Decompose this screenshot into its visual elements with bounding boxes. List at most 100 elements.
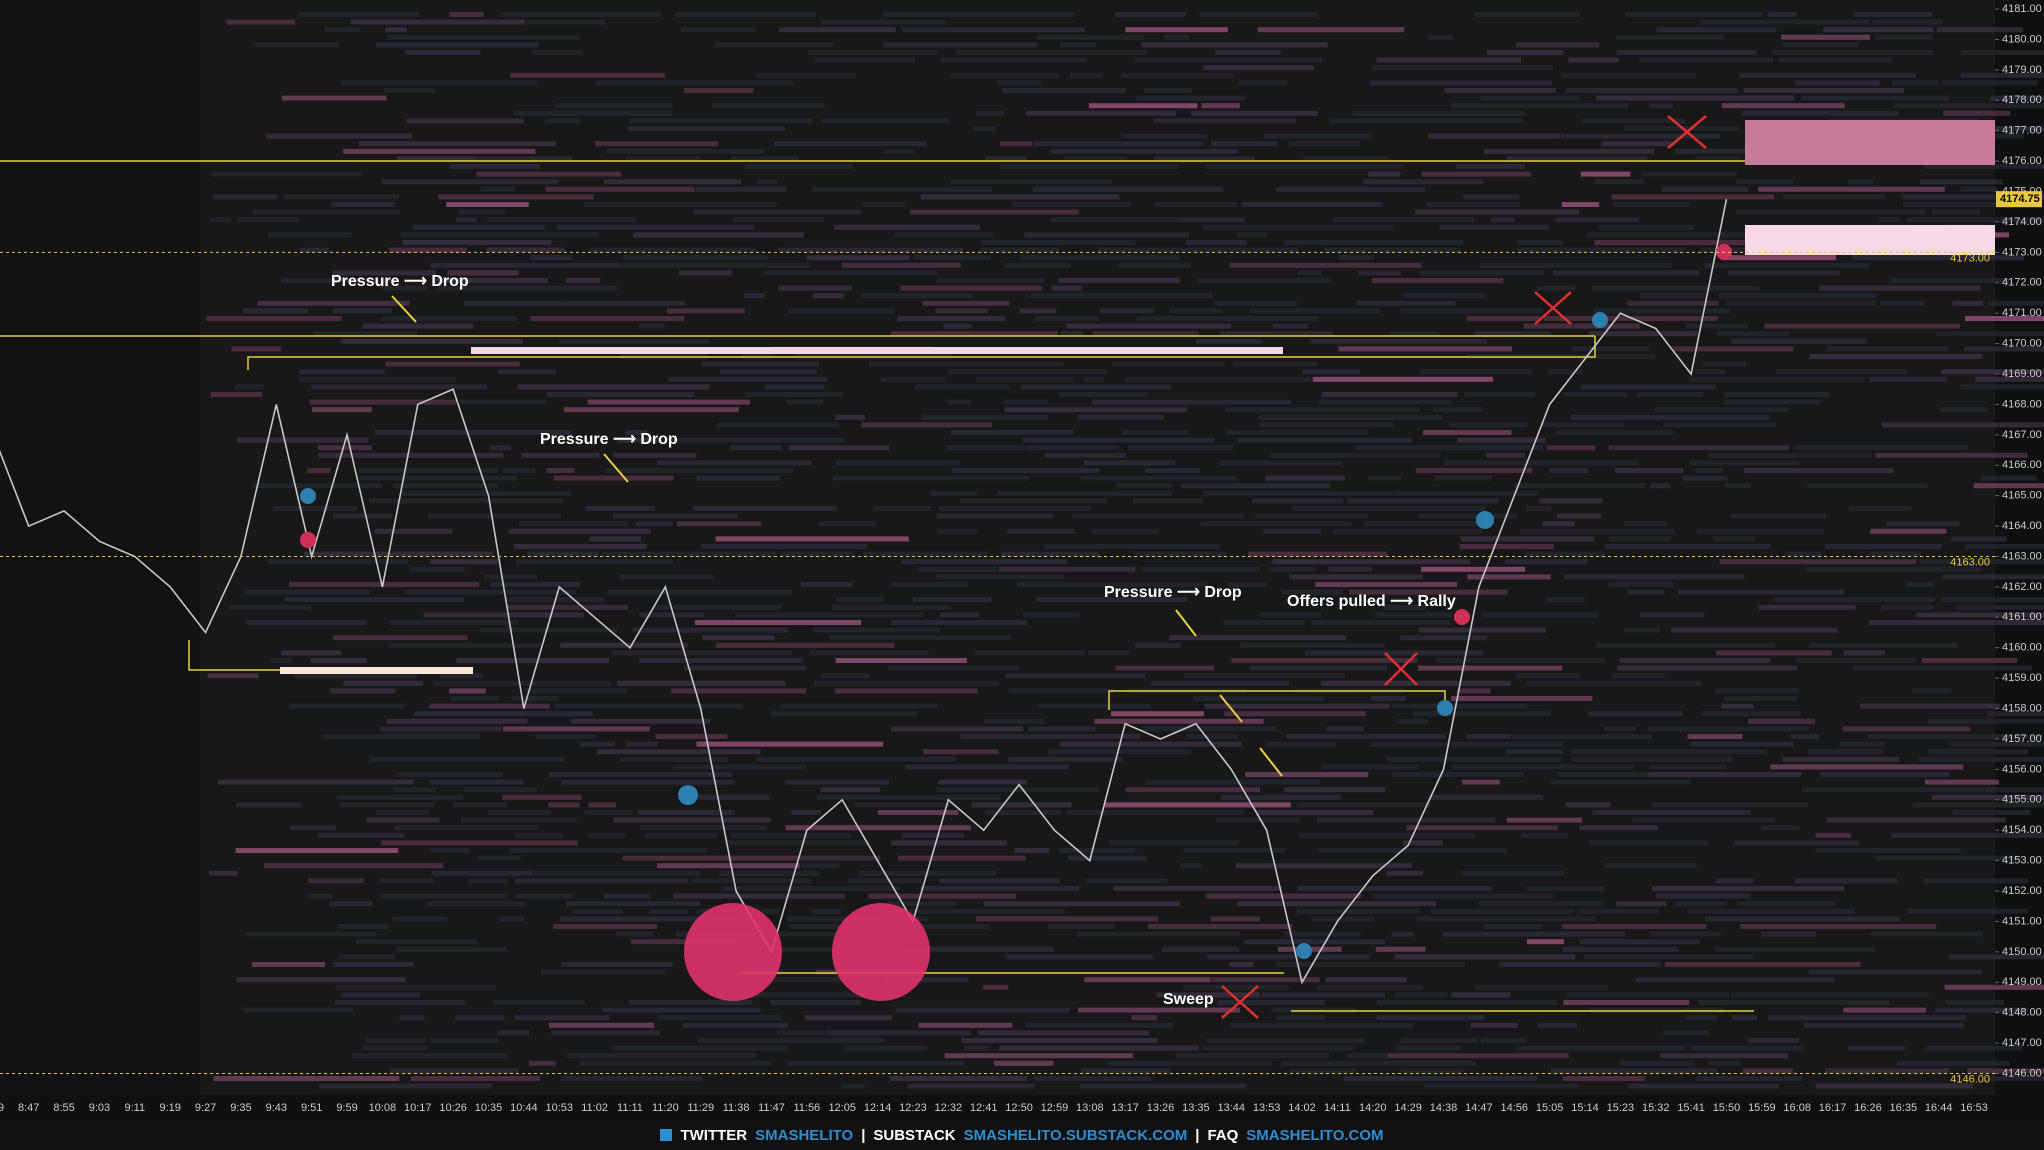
heat-cell bbox=[777, 285, 852, 291]
heat-cell bbox=[682, 1022, 789, 1028]
big-order-circle bbox=[832, 903, 930, 1001]
heat-cell bbox=[1003, 399, 1049, 405]
y-tick-label: 4177.00 bbox=[2002, 125, 2042, 137]
heat-cell bbox=[975, 110, 1005, 116]
heat-cell bbox=[1689, 460, 1800, 466]
x-tick-label: 10:26 bbox=[439, 1102, 467, 1114]
x-tick-label: 11:29 bbox=[687, 1102, 714, 1114]
heat-cell bbox=[1515, 673, 1581, 679]
heat-cell bbox=[1393, 490, 1538, 496]
heat-cell bbox=[1690, 741, 1794, 747]
time-axis-bg bbox=[0, 1095, 1995, 1120]
heat-cell bbox=[554, 103, 673, 109]
separator: | bbox=[861, 1126, 866, 1144]
heat-cell bbox=[337, 924, 389, 929]
heat-cell bbox=[873, 506, 932, 511]
heat-cell bbox=[1713, 536, 1756, 542]
heat-cell bbox=[1611, 194, 1775, 200]
heat-cell bbox=[1619, 1060, 1694, 1066]
heat-cell bbox=[1249, 665, 1388, 671]
heat-cell bbox=[1183, 848, 1285, 853]
heat-cell bbox=[812, 293, 845, 299]
heat-cell bbox=[690, 878, 812, 884]
heat-cell bbox=[1515, 42, 1600, 48]
heat-cell bbox=[1951, 536, 2008, 542]
heat-cell bbox=[595, 141, 719, 147]
heat-cell bbox=[400, 232, 599, 238]
x-tick-label: 12:23 bbox=[899, 1102, 927, 1114]
heat-cell bbox=[565, 901, 700, 907]
arrow bbox=[1219, 694, 1243, 723]
heat-cell bbox=[1570, 749, 1767, 755]
heat-cell bbox=[1276, 186, 1426, 192]
heat-cell bbox=[833, 475, 1029, 481]
heat-cell bbox=[596, 749, 761, 755]
level-label: 4163.00 bbox=[1950, 556, 1990, 568]
heat-cell bbox=[1376, 1015, 1485, 1021]
heat-cell bbox=[1826, 817, 2006, 823]
heat-cell bbox=[938, 506, 1091, 511]
heat-cell bbox=[1377, 1000, 1557, 1005]
heat-cell bbox=[780, 703, 938, 709]
heat-cell bbox=[366, 817, 440, 823]
heat-cell bbox=[1087, 650, 1129, 656]
y-tick-label: 4150.00 bbox=[2002, 946, 2042, 958]
heat-cell bbox=[951, 72, 1060, 78]
heat-cell bbox=[545, 118, 581, 124]
twitter-link[interactable]: SMASHELITO bbox=[755, 1126, 854, 1144]
blue-dot bbox=[1296, 943, 1312, 959]
heat-cell bbox=[1005, 673, 1146, 679]
heat-cell bbox=[1485, 452, 1526, 458]
heat-cell bbox=[1169, 308, 1222, 314]
heat-cell bbox=[1000, 551, 1100, 557]
heat-cell bbox=[1708, 1060, 1741, 1066]
heat-cell bbox=[1086, 878, 1168, 884]
heat-cell bbox=[1059, 741, 1242, 747]
heat-cell bbox=[1939, 407, 1988, 413]
heat-cell bbox=[1310, 338, 1487, 344]
faq-link[interactable]: SMASHELITO.COM bbox=[1246, 1126, 1384, 1144]
heat-cell bbox=[255, 42, 339, 48]
heat-cell bbox=[1428, 133, 1560, 139]
heat-cell bbox=[1237, 901, 1437, 907]
heat-cell bbox=[1539, 498, 1603, 504]
heat-cell bbox=[625, 156, 701, 162]
heat-cell bbox=[1656, 27, 1777, 33]
heat-cell bbox=[1457, 437, 1546, 443]
heat-cell bbox=[910, 209, 1079, 215]
heat-cell bbox=[1847, 1045, 1905, 1051]
heat-cell bbox=[352, 1053, 507, 1059]
heat-cell bbox=[821, 118, 950, 124]
heat-cell bbox=[602, 1007, 761, 1013]
heat-cell bbox=[923, 749, 999, 755]
heat-cell bbox=[1387, 1053, 1569, 1059]
heat-cell bbox=[1199, 12, 1318, 17]
heat-cell bbox=[519, 521, 629, 527]
heat-cell bbox=[1240, 642, 1385, 648]
heat-cell bbox=[463, 787, 537, 793]
heat-cell bbox=[1121, 430, 1190, 435]
heat-cell bbox=[1297, 270, 1322, 276]
heat-cell bbox=[617, 680, 786, 686]
heat-cell bbox=[960, 734, 1141, 739]
heat-cell bbox=[1200, 521, 1352, 527]
heat-cell bbox=[1333, 217, 1474, 223]
heat-cell bbox=[1952, 810, 2031, 815]
heat-cell bbox=[1386, 870, 1423, 876]
heat-cell bbox=[1302, 369, 1361, 375]
heat-cell bbox=[683, 665, 807, 671]
substack-link[interactable]: SMASHELITO.SUBSTACK.COM bbox=[963, 1126, 1188, 1144]
heat-cell bbox=[1083, 460, 1176, 466]
heat-cell bbox=[529, 1060, 556, 1066]
heat-cell bbox=[607, 589, 792, 595]
heat-cell bbox=[384, 88, 435, 93]
heat-cell bbox=[1594, 179, 1644, 185]
heat-cell bbox=[560, 642, 688, 648]
heat-cell bbox=[1949, 741, 2044, 747]
heat-cell bbox=[1589, 840, 1709, 846]
heat-cell bbox=[1423, 430, 1512, 435]
heat-cell bbox=[1639, 293, 1706, 299]
x-tick-label: 15:50 bbox=[1713, 1102, 1741, 1114]
heat-cell bbox=[1738, 72, 1916, 78]
x-tick-label: 14:11 bbox=[1324, 1102, 1351, 1114]
